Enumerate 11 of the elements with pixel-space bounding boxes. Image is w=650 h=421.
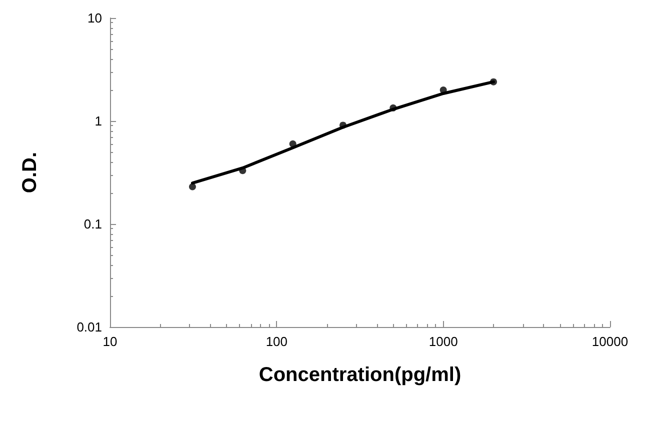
y-tick-label: 0.01 xyxy=(76,320,102,334)
x-tick-label: 100 xyxy=(266,334,288,349)
y-axis-title: O.D. xyxy=(19,152,41,194)
x-tick-label: 1000 xyxy=(428,334,458,349)
x-tick-label: 10 xyxy=(102,334,118,349)
x-axis-title: Concentration(pg/ml) xyxy=(258,364,462,386)
point xyxy=(188,183,196,190)
y-tick-label: 1 xyxy=(94,114,102,128)
x-tick-label: 10000 xyxy=(592,334,628,349)
y-tick-label: 10 xyxy=(88,10,102,26)
y-tick-label: 0.1 xyxy=(84,216,102,232)
